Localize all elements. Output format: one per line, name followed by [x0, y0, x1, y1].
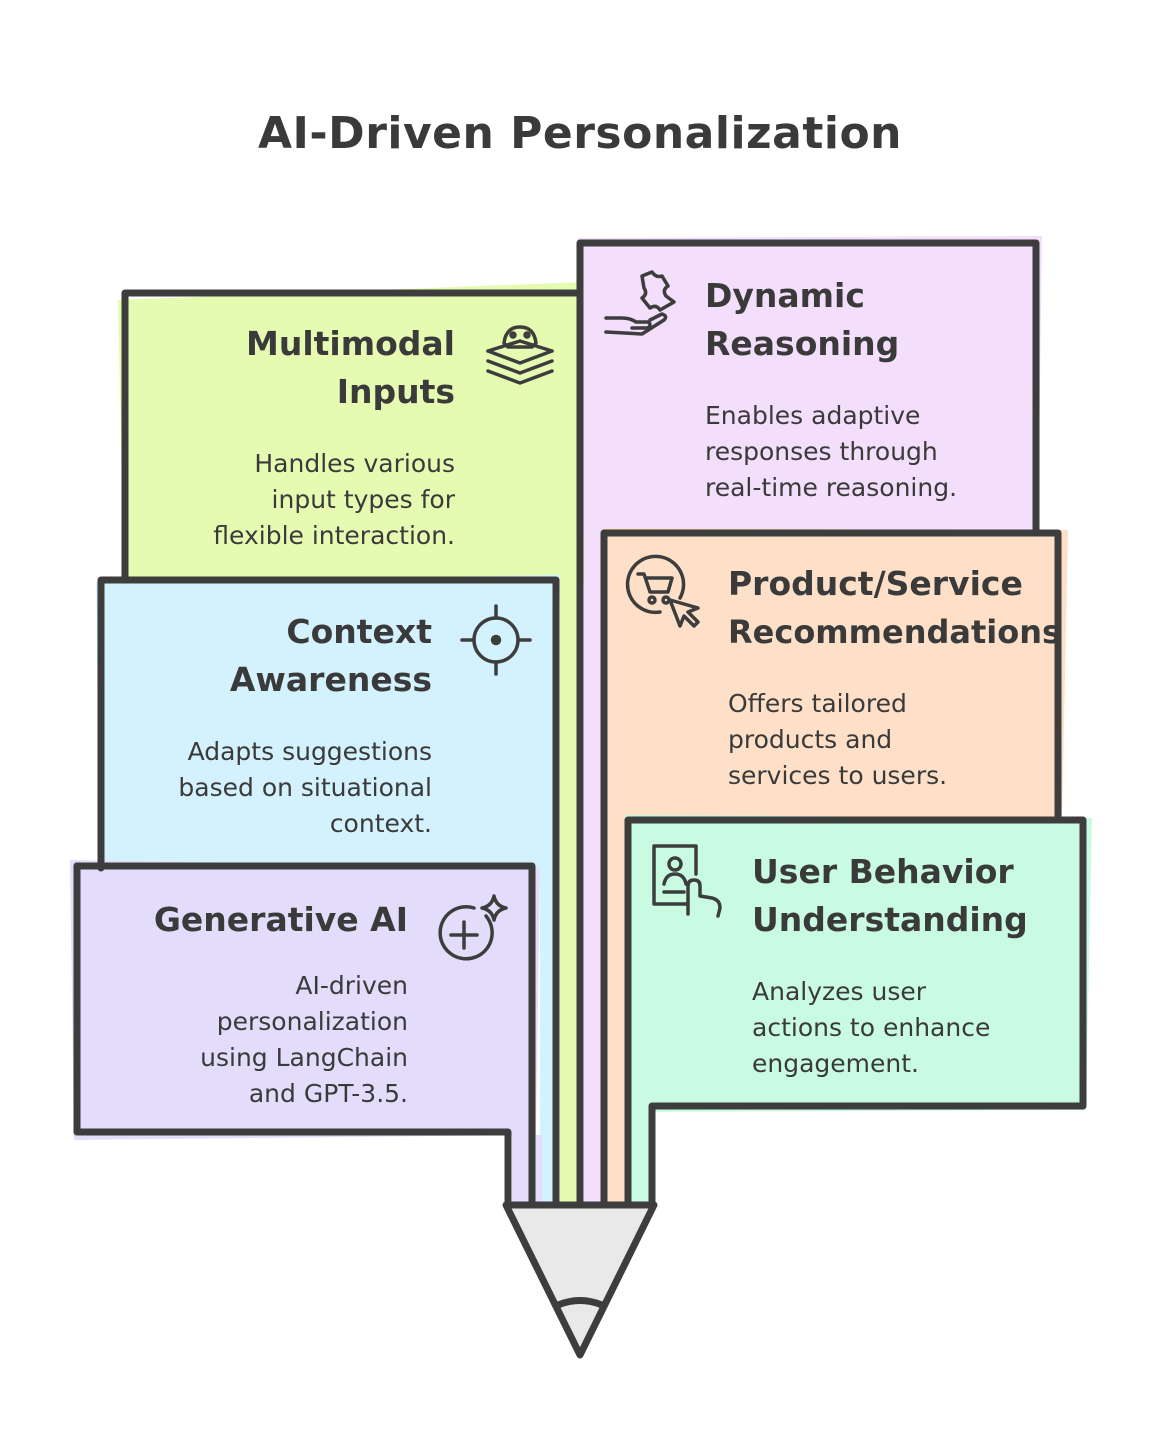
stripe-green [560, 585, 578, 1205]
generative-title-1: Generative AI [153, 900, 408, 939]
generative-desc-3: using LangChain [200, 1043, 408, 1072]
product-desc-1: Offers tailored [728, 689, 907, 718]
dynamic-title-1: Dynamic [705, 276, 865, 315]
context-title-2: Awareness [229, 660, 432, 699]
user-desc-1: Analyzes user [752, 977, 927, 1006]
product-desc-2: products and [728, 725, 893, 754]
multimodal-title-1: Multimodal [246, 324, 455, 363]
pencil-tip-lead [554, 1297, 606, 1309]
sparkle-plus-icon [438, 894, 508, 961]
outline-multimodal [121, 289, 582, 584]
outline-generative-bottom [73, 862, 512, 1209]
multimodal-desc-1: Handles various [254, 449, 455, 478]
page-title: AI-Driven Personalization [257, 108, 902, 159]
fill-layer [70, 236, 1092, 1355]
fill-generative [70, 860, 540, 1140]
generative-desc-1: AI-driven [295, 971, 408, 1000]
outline-layer [73, 239, 1087, 1359]
context-desc-3: context. [329, 809, 432, 838]
context-desc-1: Adapts suggestions [187, 737, 432, 766]
generative-desc-4: and GPT-3.5. [248, 1079, 408, 1108]
outline-user [624, 816, 1087, 1209]
stripe-blue [540, 870, 556, 1205]
cart-cursor-icon [625, 554, 700, 628]
context-title-1: Context [286, 612, 432, 651]
user-title-2: Understanding [752, 900, 1028, 939]
profile-touch-icon [652, 844, 722, 918]
product-title-1: Product/Service [728, 564, 1023, 603]
multimodal-desc-3: flexible interaction. [213, 521, 455, 550]
context-desc-2: based on situational [178, 773, 432, 802]
fill-product [603, 528, 1068, 822]
fill-multimodal [118, 282, 590, 590]
stripe-lavender [512, 1135, 542, 1205]
pencil-tip-fill [508, 1205, 652, 1355]
user-desc-2: actions to enhance [752, 1013, 991, 1042]
multimodal-desc-2: input types for [271, 485, 455, 514]
generative-desc-2: personalization [216, 1007, 408, 1036]
user-desc-3: engagement. [752, 1049, 919, 1078]
dynamic-desc-2: responses through [705, 437, 938, 466]
stripe-mint [628, 1110, 650, 1205]
outline-context [97, 576, 560, 1209]
fill-context [96, 575, 560, 875]
stripe-purple [584, 540, 602, 1205]
outline-dynamic [576, 239, 1040, 1209]
multimodal-title-2: Inputs [336, 372, 455, 411]
outline-product [600, 529, 1062, 1209]
fill-user [625, 815, 1092, 1112]
fill-dynamic [578, 236, 1042, 540]
stripe-peach [606, 822, 626, 1205]
crosshair-icon [460, 604, 532, 676]
dynamic-desc-1: Enables adaptive [705, 401, 921, 430]
outline-generative [73, 862, 536, 1209]
pencil-tip-outline [502, 1201, 658, 1359]
dynamic-title-2: Reasoning [705, 324, 900, 363]
puzzle-hand-icon [604, 270, 676, 336]
user-title-1: User Behavior [752, 852, 1014, 891]
product-title-2: Recommendations [728, 613, 1062, 651]
product-desc-3: services to users. [728, 761, 948, 790]
gamepad-layers-icon [486, 325, 554, 385]
dynamic-desc-3: real-time reasoning. [705, 473, 958, 502]
